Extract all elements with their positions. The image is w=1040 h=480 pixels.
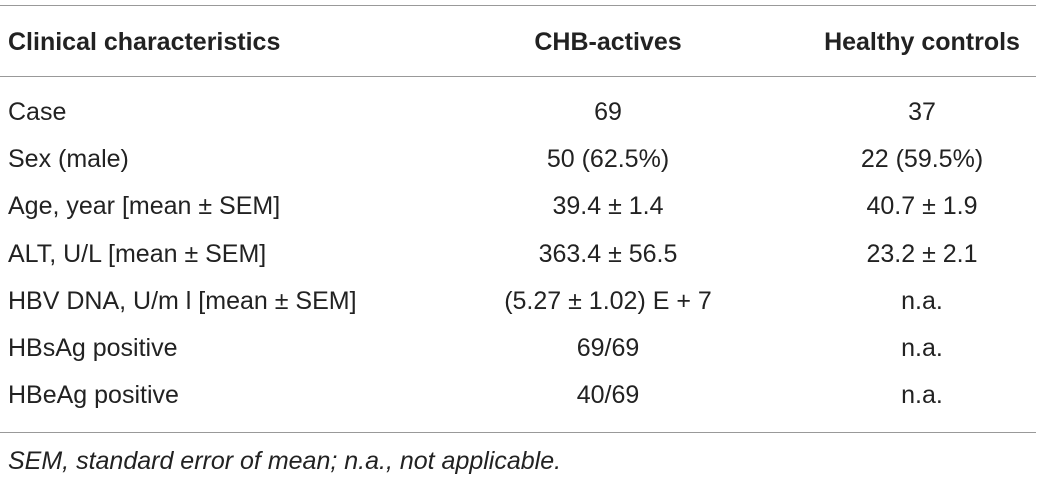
header-cell: Healthy controls (824, 28, 1020, 56)
table-cell: 69/69 (576, 334, 640, 362)
table-cell: ALT, U/L [mean ± SEM] (8, 239, 267, 268)
table-cell: Sex (male) (8, 145, 129, 174)
table-cell: 37 (908, 98, 936, 126)
header-rule (0, 76, 1036, 77)
table-cell: (5.27 ± 1.02) E + 7 (504, 286, 712, 315)
table-cell: Age, year [mean ± SEM] (8, 192, 281, 221)
table-cell: 39.4 ± 1.4 (552, 192, 664, 221)
table-cell: 69 (594, 98, 622, 126)
table-cell: n.a. (901, 286, 943, 315)
table-cell: HBV DNA, U/m l [mean ± SEM] (8, 286, 357, 315)
table-cell: 22 (59.5%) (860, 145, 984, 174)
bottom-rule (0, 432, 1036, 433)
footnote: SEM, standard error of mean; n.a., not a… (8, 447, 562, 475)
table-cell: 40/69 (576, 381, 640, 410)
table-cell: 40.7 ± 1.9 (866, 192, 978, 221)
header-cell: Clinical characteristics (8, 28, 281, 56)
table-cell: n.a. (901, 334, 943, 362)
top-rule (0, 5, 1036, 6)
table-cell: 23.2 ± 2.1 (866, 239, 978, 268)
table-cell: HBeAg positive (8, 381, 179, 410)
table-cell: HBsAg positive (8, 334, 178, 362)
table-cell: Case (8, 98, 67, 126)
table-cell: 50 (62.5%) (546, 145, 670, 174)
table-cell: 363.4 ± 56.5 (538, 239, 678, 268)
table-cell: n.a. (901, 381, 943, 410)
header-cell: CHB-actives (534, 28, 682, 56)
